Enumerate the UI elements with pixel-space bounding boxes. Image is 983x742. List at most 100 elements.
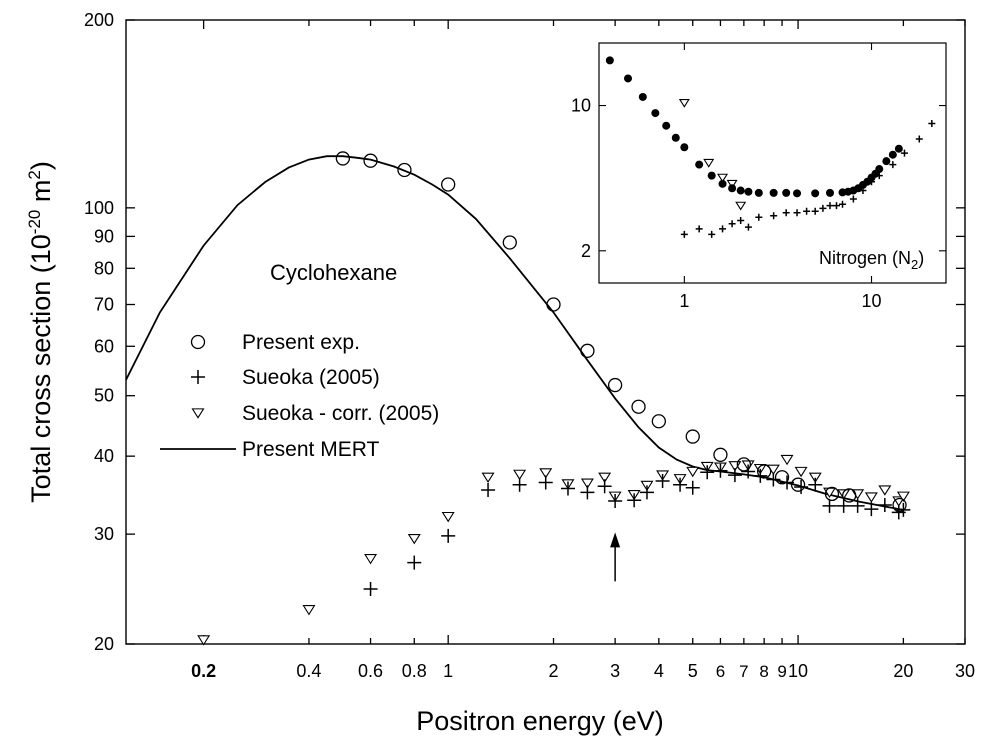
sueoka-point-27	[864, 502, 879, 517]
sueoka-point-25	[836, 498, 851, 513]
inset-y-tick-label-10: 10	[571, 96, 591, 116]
sueoka-point-8	[597, 479, 612, 494]
legend-label-present-exp: Present exp.	[242, 331, 360, 354]
y-axis-title-exp1: -20	[25, 210, 44, 235]
y-axis-title: Total cross section (10-20 m2)	[25, 161, 56, 503]
inset-plus-point-13	[819, 204, 827, 212]
present-exp-point-4	[502, 235, 517, 250]
inset-frame	[598, 42, 947, 284]
present-exp-point-13	[757, 464, 772, 479]
inset-circle-point-1	[623, 74, 632, 83]
present-exp-point-10	[685, 429, 700, 444]
sueoka-point-9	[608, 493, 623, 508]
inset-circle-point-17	[811, 189, 820, 198]
inset-circle-point-7	[695, 160, 704, 169]
inset-triangles	[678, 98, 747, 211]
present-exp-point-18	[892, 497, 907, 513]
sueoka-corr-point-16	[686, 466, 700, 478]
inset-plus-point-8	[770, 212, 778, 220]
inset-x-tick-label-10: 10	[861, 291, 881, 311]
y-tick-label-20: 20	[94, 634, 114, 654]
inset-filled-circles	[605, 56, 903, 198]
sueoka-corr-point-2	[364, 554, 378, 565]
inset-x-tick-label-1: 1	[679, 291, 689, 311]
inset-triangle-point-1	[703, 158, 715, 168]
present-exp-point-9	[651, 414, 666, 429]
arrow-annotation	[610, 532, 621, 582]
y-axis-title-mid: m	[26, 180, 56, 210]
inset-circle-point-5	[671, 133, 680, 142]
legend-marker-sueoka-corr-2005	[191, 408, 205, 419]
inset-plus-point-0	[680, 230, 688, 238]
x-tick-label-9: 9	[777, 662, 786, 681]
inset-circle-point-8	[707, 171, 716, 180]
legend-marker-present-exp	[190, 334, 206, 350]
sueoka-point-10	[627, 493, 642, 508]
sueoka-point-3	[481, 483, 496, 498]
sueoka-corr-point-10	[598, 472, 612, 483]
x-axis-tick-labels: 0.2 0.4 0.6 0.8 1 2 3 4 5 6 7 8 9 10 20 30	[191, 661, 975, 681]
legend-label-present-mert: Present MERT	[242, 438, 379, 461]
sueoka-corr-point-25	[808, 472, 822, 483]
present-exp-point-16	[824, 486, 840, 502]
sueoka-corr-point-24	[794, 466, 808, 478]
x-tick-label-0-2: 0.2	[191, 661, 216, 681]
sueoka-corr-point-4	[441, 511, 455, 523]
x-axis-title: Positron energy (eV)	[416, 706, 664, 736]
legend-marker-sueoka-2005	[191, 370, 205, 384]
inset-plus-point-24	[928, 119, 936, 127]
sueoka-point-0	[363, 582, 378, 597]
present-exp-point-15	[790, 477, 806, 492]
sueoka-corr-point-23	[780, 454, 794, 466]
sueoka-point-17	[727, 468, 742, 483]
inset-circle-point-12	[744, 187, 753, 196]
sueoka-corr-point-30	[878, 485, 892, 496]
inset-label-main: Nitrogen (N	[819, 248, 911, 268]
y-tick-label-50: 50	[94, 386, 114, 406]
sueoka-corr-point-29	[864, 492, 878, 503]
y-axis-title-main: Total cross section (10	[26, 234, 56, 503]
sueoka-point-19	[753, 468, 768, 483]
sueoka-point-28	[877, 498, 892, 513]
sueoka-point-1	[407, 555, 422, 570]
present-exp-point-5	[546, 297, 561, 312]
x-tick-label-8: 8	[759, 662, 768, 681]
x-tick-label-3: 3	[610, 661, 620, 681]
series-present-exp-markers	[335, 151, 907, 513]
present-exp-point-14	[774, 470, 790, 485]
sueoka-point-24	[822, 498, 837, 513]
x-tick-label-30: 30	[955, 661, 975, 681]
inset-plus-point-16	[839, 200, 847, 208]
inset-plus-point-15	[832, 202, 840, 210]
x-tick-label-1: 1	[443, 661, 453, 681]
legend-label-sueoka-corr-2005: Sueoka - corr. (2005)	[242, 402, 439, 425]
y-axis-title-end: )	[26, 161, 56, 170]
sueoka-corr-point-3	[407, 533, 421, 545]
inset-plus-point-5	[737, 216, 745, 224]
inset-plus-point-7	[755, 213, 763, 221]
inset-plus-point-17	[849, 195, 857, 203]
x-tick-label-20: 20	[893, 661, 913, 681]
y-tick-label-200: 200	[84, 10, 114, 30]
inset-y-tick-label-2: 2	[581, 241, 591, 261]
legend: Present exp. Sueoka (2005) Sueoka - corr. …	[160, 331, 439, 461]
present-exp-point-7	[607, 377, 623, 393]
inset-plus-point-23	[915, 135, 923, 143]
sueoka-corr-point-6	[513, 469, 527, 481]
inset-triangle-point-0	[678, 98, 690, 108]
arrow-head	[610, 532, 621, 548]
inset-circle-point-2	[638, 92, 647, 101]
y-axis-title-exp2: 2	[25, 170, 44, 179]
inset-plus-point-6	[744, 223, 752, 231]
sueoka-point-12	[655, 473, 670, 488]
inset-triangle-point-2	[717, 173, 729, 183]
present-exp-point-12	[736, 457, 752, 472]
plot-frame	[125, 19, 966, 645]
inset-circle-point-10	[728, 184, 737, 193]
sueoka-point-16	[713, 463, 728, 478]
inset-circle-point-18	[825, 188, 834, 197]
sueoka-corr-point-27	[837, 489, 851, 500]
sueoka-corr-point-5	[481, 472, 495, 483]
